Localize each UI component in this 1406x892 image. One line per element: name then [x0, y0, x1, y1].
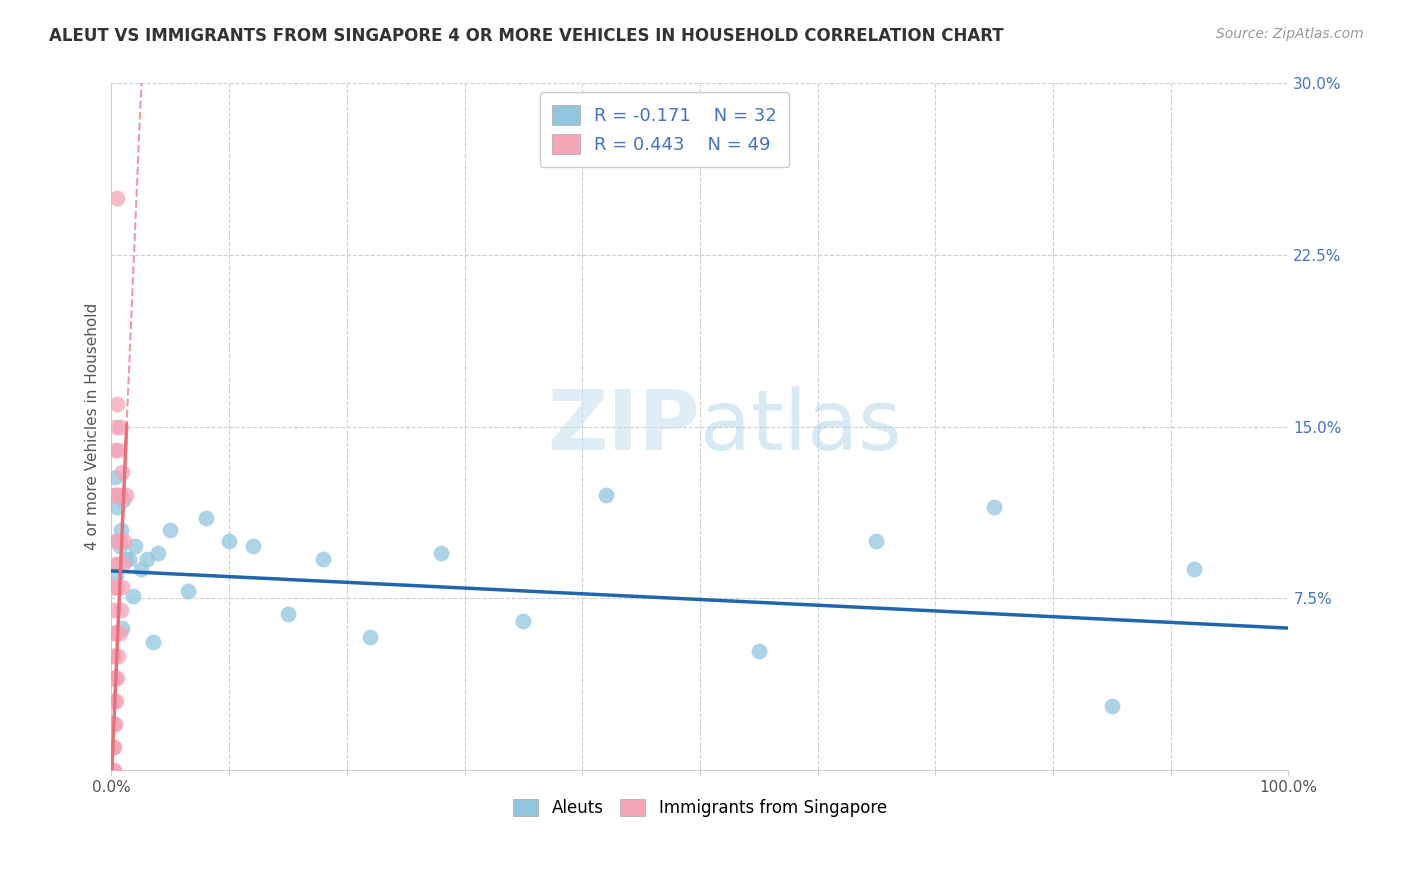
Point [108, 419, 131, 434]
Point [101, 740, 124, 755]
Point [359, 630, 381, 644]
Point [124, 539, 146, 553]
Point [983, 500, 1005, 514]
Point [159, 523, 181, 537]
Point [177, 584, 200, 599]
Point [107, 442, 129, 457]
Point [103, 717, 125, 731]
Point [148, 545, 170, 559]
Point [101, 694, 124, 708]
Point [105, 557, 128, 571]
Point [104, 580, 127, 594]
Legend: Aleuts, Immigrants from Singapore: Aleuts, Immigrants from Singapore [506, 792, 893, 823]
Point [121, 589, 143, 603]
Point [103, 648, 125, 663]
Point [312, 552, 335, 566]
Point [105, 488, 128, 502]
Point [104, 488, 127, 502]
Point [103, 580, 125, 594]
Text: ALEUT VS IMMIGRANTS FROM SINGAPORE 4 OR MORE VEHICLES IN HOUSEHOLD CORRELATION C: ALEUT VS IMMIGRANTS FROM SINGAPORE 4 OR … [49, 27, 1004, 45]
Point [110, 523, 132, 537]
Point [595, 488, 617, 502]
Point [107, 534, 129, 549]
Point [108, 625, 131, 640]
Point [104, 672, 127, 686]
Point [110, 488, 132, 502]
Point [1101, 698, 1123, 713]
Point [108, 534, 131, 549]
Point [129, 561, 152, 575]
Point [101, 672, 124, 686]
Point [105, 191, 128, 205]
Point [105, 488, 128, 502]
Point [103, 625, 125, 640]
Point [277, 607, 299, 622]
Point [101, 717, 124, 731]
Point [865, 534, 887, 549]
Point [111, 621, 134, 635]
Point [107, 557, 129, 571]
Point [114, 488, 136, 502]
Point [105, 419, 128, 434]
Text: ZIP: ZIP [547, 386, 700, 467]
Point [101, 763, 124, 777]
Point [218, 534, 240, 549]
Y-axis label: 4 or more Vehicles in Household: 4 or more Vehicles in Household [86, 303, 100, 550]
Point [430, 545, 453, 559]
Point [103, 763, 125, 777]
Point [105, 568, 128, 582]
Point [101, 648, 124, 663]
Point [104, 534, 127, 549]
Point [142, 635, 165, 649]
Point [105, 397, 128, 411]
Point [103, 603, 125, 617]
Point [101, 694, 124, 708]
Point [107, 648, 129, 663]
Point [103, 694, 125, 708]
Point [104, 442, 127, 457]
Point [105, 672, 128, 686]
Point [194, 511, 217, 525]
Point [104, 717, 127, 731]
Point [242, 539, 264, 553]
Text: atlas: atlas [700, 386, 901, 467]
Point [512, 614, 534, 628]
Point [104, 625, 127, 640]
Point [101, 717, 124, 731]
Point [105, 694, 128, 708]
Point [103, 740, 125, 755]
Point [111, 466, 134, 480]
Point [1182, 561, 1205, 575]
Point [108, 539, 131, 553]
Text: Source: ZipAtlas.com: Source: ZipAtlas.com [1216, 27, 1364, 41]
Point [103, 672, 125, 686]
Point [101, 740, 124, 755]
Point [112, 557, 135, 571]
Point [105, 625, 128, 640]
Point [135, 552, 157, 566]
Point [111, 580, 134, 594]
Point [748, 644, 770, 658]
Point [105, 580, 128, 594]
Point [110, 603, 132, 617]
Point [104, 470, 127, 484]
Point [112, 534, 135, 549]
Point [114, 552, 136, 566]
Point [112, 492, 135, 507]
Point [118, 552, 141, 566]
Point [105, 500, 128, 514]
Point [101, 672, 124, 686]
